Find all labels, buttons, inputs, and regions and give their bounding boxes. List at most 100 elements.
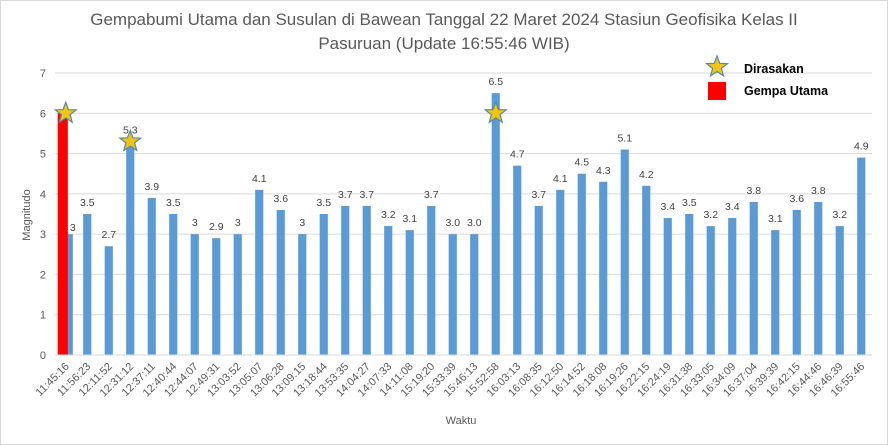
data-label: 3.7 [338, 189, 353, 201]
bar [169, 214, 178, 355]
y-tick-label: 0 [40, 350, 46, 362]
bar [620, 149, 629, 355]
bar [212, 238, 221, 355]
bar [685, 214, 694, 355]
data-label: 3 [70, 222, 76, 234]
felt-star-icon [483, 100, 508, 124]
x-axis-title: Waktu [446, 415, 477, 427]
felt-star-icon [53, 100, 78, 124]
chart-title-line-2: Pasuruan (Update 16:55:46 WIB) [318, 34, 570, 53]
bar [147, 197, 156, 355]
bar [341, 205, 350, 355]
bar [556, 189, 565, 355]
data-label: 4.3 [596, 165, 611, 177]
bar [749, 201, 758, 355]
x-axis-ticks: 11:45:1611:56:2312:11:5212:31:1212:37:11… [34, 361, 868, 400]
data-label: 3.4 [660, 201, 675, 213]
bar [83, 214, 92, 355]
data-label: 3.5 [80, 197, 95, 209]
data-label: 3.0 [445, 217, 460, 229]
data-label: 3.2 [703, 209, 718, 221]
bar [513, 165, 522, 355]
legend-label-dirasakan: Dirasakan [744, 62, 804, 76]
data-label: 3.6 [789, 193, 804, 205]
y-tick-label: 4 [40, 189, 46, 201]
y-tick-label: 5 [40, 149, 46, 161]
data-label: 3.7 [531, 189, 546, 201]
y-tick-label: 2 [40, 269, 46, 281]
bar [835, 226, 844, 355]
bar [104, 246, 113, 355]
data-label: 3.0 [467, 217, 482, 229]
data-label: 5.1 [617, 133, 632, 145]
data-label: 3.7 [424, 189, 439, 201]
bar [233, 234, 242, 355]
bar [642, 185, 651, 355]
data-label: 3.1 [402, 213, 417, 225]
felt-markers [53, 100, 508, 152]
bar [599, 181, 608, 355]
bar [448, 234, 457, 355]
bar [857, 157, 866, 355]
data-label: 3.7 [359, 189, 374, 201]
bar [64, 234, 73, 355]
data-label: 4.2 [639, 169, 654, 181]
y-axis-ticks: 0 1 2 3 4 5 6 7 [40, 68, 46, 362]
bar [728, 218, 737, 355]
data-label: 4.1 [252, 173, 267, 185]
bar [427, 205, 436, 355]
bar [491, 93, 500, 356]
bar [190, 234, 199, 355]
felt-star-icon [118, 128, 143, 152]
data-label: 3.5 [166, 197, 181, 209]
y-tick-label: 7 [40, 68, 46, 80]
legend-star-icon [704, 54, 730, 78]
bar [405, 230, 414, 355]
data-label: 3.2 [381, 209, 396, 221]
y-axis-title: Magnitudo [21, 189, 33, 240]
data-label: 4.9 [854, 141, 869, 153]
bar [276, 209, 285, 355]
legend-square-icon [708, 82, 726, 100]
data-label: 4.5 [574, 157, 589, 169]
bar [319, 214, 328, 355]
bar [792, 209, 801, 355]
bar [814, 201, 823, 355]
bar [362, 205, 371, 355]
legend-label-gempa-utama: Gempa Utama [744, 84, 829, 98]
main-shock-bar [57, 113, 68, 356]
data-label: 2.7 [101, 229, 116, 241]
data-label: 3 [192, 217, 198, 229]
data-label: 3.5 [682, 197, 697, 209]
data-label: 3.8 [811, 185, 826, 197]
y-tick-label: 3 [40, 229, 46, 241]
data-label: 3 [235, 217, 241, 229]
data-label: 3.4 [725, 201, 740, 213]
data-label: 3.2 [832, 209, 847, 221]
data-label: 4.7 [510, 149, 525, 161]
bar [663, 218, 672, 355]
bars [57, 93, 866, 356]
y-tick-label: 1 [40, 310, 46, 322]
data-label: 2.9 [209, 221, 224, 233]
y-tick-label: 6 [40, 108, 46, 120]
data-label: 4.1 [553, 173, 568, 185]
bar [298, 234, 307, 355]
bar [534, 205, 543, 355]
bar [126, 141, 135, 355]
data-label: 6.5 [488, 76, 503, 88]
data-label: 3.1 [768, 213, 783, 225]
data-label: 3.6 [273, 193, 288, 205]
data-label: 3.8 [746, 185, 761, 197]
legend: Dirasakan Gempa Utama [704, 54, 829, 100]
data-labels: 33.52.75.33.93.532.934.13.633.53.73.73.2… [70, 76, 869, 241]
bar [384, 226, 393, 355]
data-label: 3 [299, 217, 305, 229]
bar [255, 189, 264, 355]
bar [706, 226, 715, 355]
bar [470, 234, 479, 355]
bar [771, 230, 780, 355]
data-label: 3.9 [144, 181, 159, 193]
bar [577, 173, 586, 355]
